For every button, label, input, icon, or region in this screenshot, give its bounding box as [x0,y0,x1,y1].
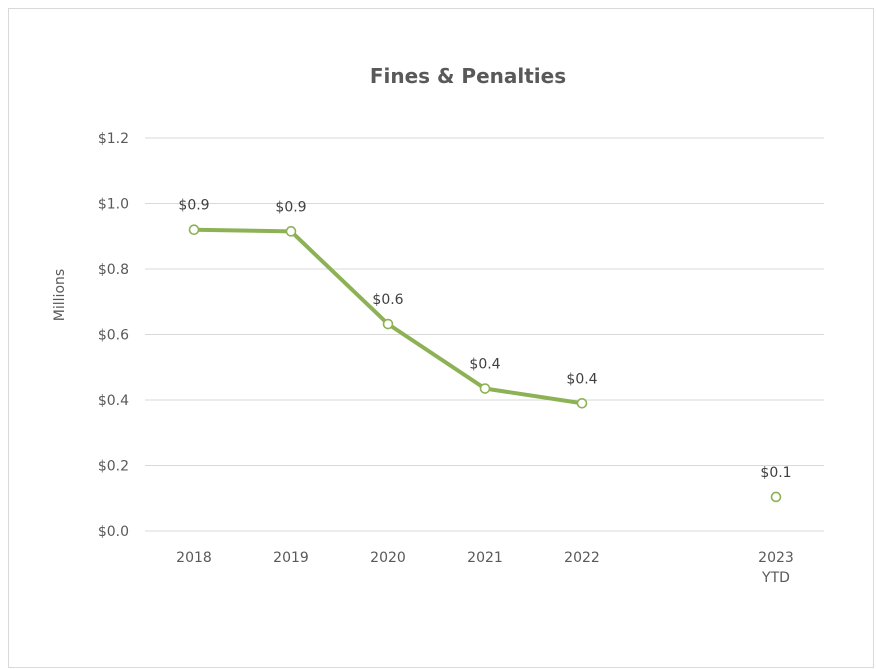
data-label: $0.4 [566,371,597,387]
data-label: $0.9 [178,198,209,214]
data-point [190,225,199,234]
x-tick-label: 2019 [273,550,309,566]
data-point [384,320,393,329]
chart-frame: Fines & Penalties Millions $0.0 $0.2 $0.4 $… [8,8,874,668]
series-line-segment [194,230,291,232]
x-tick-label: YTD [761,570,790,586]
y-tick-label: $0.8 [98,262,129,278]
x-tick-label: 2022 [564,550,600,566]
data-labels: $0.9 $0.9 $0.6 $0.4 $0.4 $0.1 [178,198,791,481]
data-label: $0.1 [760,465,791,481]
y-tick-label: $0.4 [98,393,129,409]
x-tick-labels: 2018 2019 2020 2021 2022 2023 YTD [176,550,794,586]
gridlines [145,138,824,531]
x-tick-label: 2021 [467,550,503,566]
y-tick-labels: $0.0 $0.2 $0.4 $0.6 $0.8 $1.0 $1.2 [98,131,129,540]
series-line-segment [485,389,582,404]
y-tick-label: $0.0 [98,524,129,540]
y-tick-label: $1.2 [98,131,129,147]
data-point [578,399,587,408]
x-tick-label: 2018 [176,550,212,566]
data-point [772,492,781,501]
data-label: $0.6 [372,292,403,308]
x-tick-label: 2023 [758,550,794,566]
data-label: $0.9 [275,199,306,215]
y-axis-title: Millions [52,269,68,321]
data-point [287,227,296,236]
data-point [481,384,490,393]
y-tick-label: $0.6 [98,328,129,344]
series-line-segment [291,231,388,324]
chart-title: Fines & Penalties [370,64,566,88]
chart-svg: Fines & Penalties Millions $0.0$0.2$0.4$… [9,9,875,669]
x-tick-label: 2020 [370,550,406,566]
y-tick-label: $0.2 [98,459,129,475]
series-line [194,230,582,404]
data-label: $0.4 [469,357,500,373]
y-tick-label: $1.0 [98,197,129,213]
